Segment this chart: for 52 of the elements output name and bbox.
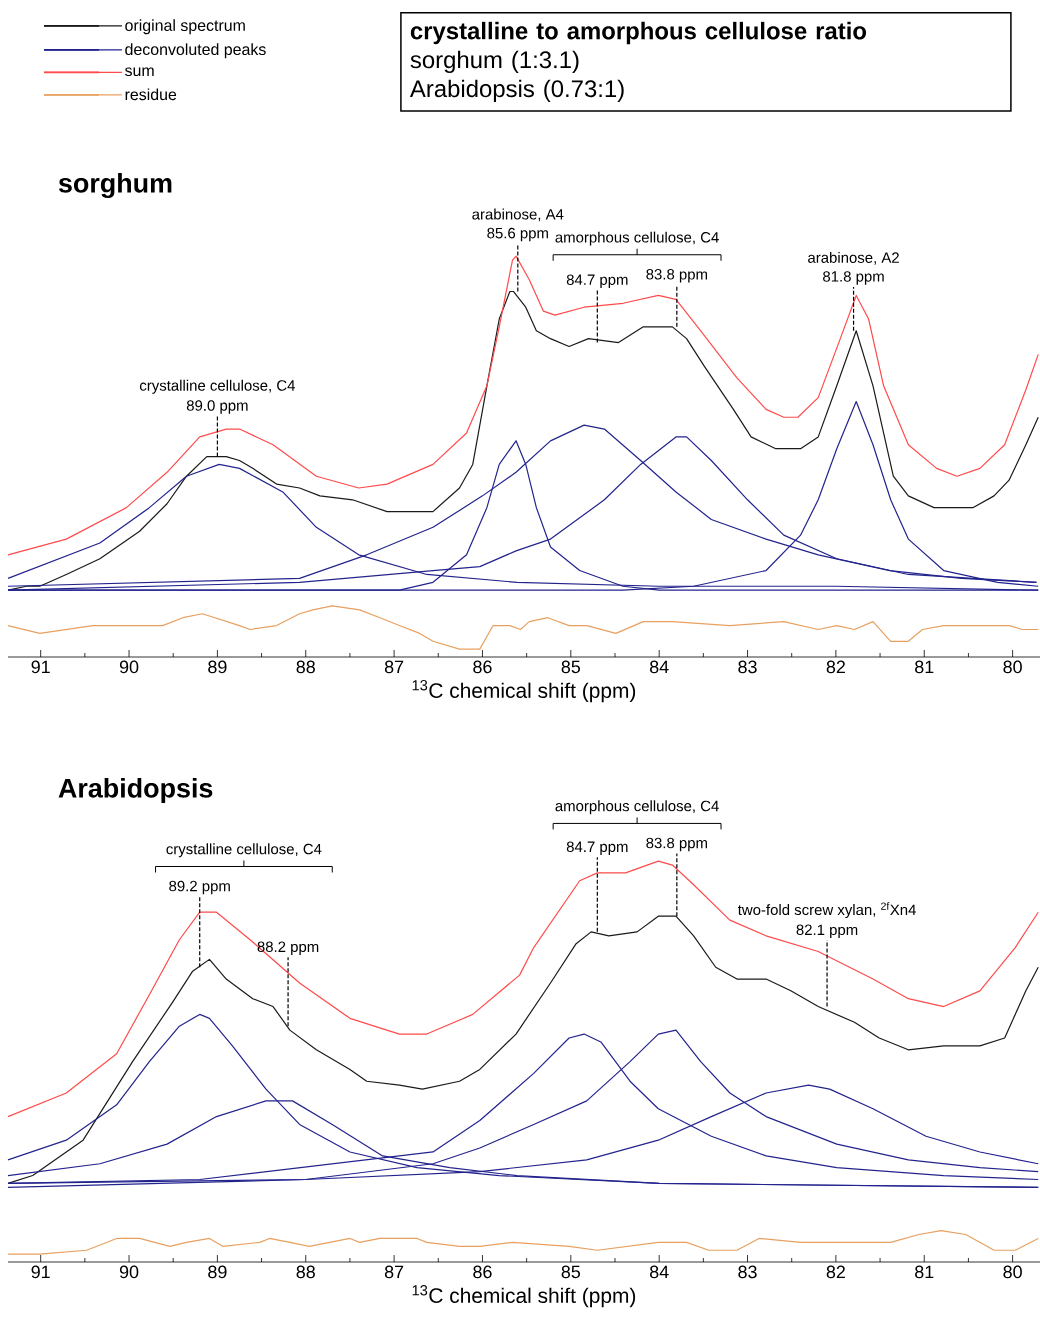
text: crystalline cellulose, C4 xyxy=(166,843,322,858)
x-tick-label: 85 xyxy=(561,1265,581,1279)
x-tick-label: 91 xyxy=(31,660,50,674)
legend-label: residue xyxy=(125,88,177,101)
text: arabinose, A4 xyxy=(472,208,564,222)
chart-title: Arabidopsis xyxy=(58,777,213,804)
annotation: 88.2 ppm xyxy=(257,941,319,955)
annotation: 84.7 ppm xyxy=(566,841,628,855)
legend-label: sum xyxy=(125,67,154,77)
annotation: 83.8 ppm xyxy=(646,837,707,852)
x-tick-label: 80 xyxy=(1003,1265,1022,1279)
x-tick-label: 84 xyxy=(649,660,669,674)
text: sorghum (1:3.1) xyxy=(410,50,579,74)
x-axis-title: $^{13}$C chemical shift (ppm) xyxy=(412,1285,636,1308)
chart-title: sorghum xyxy=(58,172,172,199)
text: Arabidopsis (0.73:1) xyxy=(409,79,624,102)
x-tick-label: 88 xyxy=(296,1265,315,1279)
text: amorphous cellulose, C4 xyxy=(555,231,719,246)
annotation: 85.6 ppm xyxy=(487,227,548,242)
annotation: 84.7 ppm xyxy=(566,274,628,288)
x-tick-label: 87 xyxy=(384,1265,404,1279)
x-tick-label: 82 xyxy=(826,660,845,674)
x-tick-label: 90 xyxy=(119,1265,139,1279)
annotation: 81.8 ppm xyxy=(823,271,884,285)
text: crystalline to amorphous cellulose ratio xyxy=(410,21,867,45)
x-tick-label: 91 xyxy=(31,1265,50,1279)
x-tick-label: 85 xyxy=(561,660,581,674)
x-tick-label: 80 xyxy=(1003,660,1022,674)
annotation: arabinose, A2 xyxy=(808,251,899,265)
annotation: 89.2 ppm xyxy=(169,880,230,895)
x-tick-label: 81 xyxy=(915,1265,934,1279)
x-tick-label: 83 xyxy=(738,1265,757,1279)
x-tick-label: 84 xyxy=(649,1265,669,1279)
x-tick-label: 83 xyxy=(738,660,757,674)
x-tick-label: 89 xyxy=(208,1265,227,1279)
annotation: 82.1 ppm xyxy=(796,924,858,939)
x-tick-label: 88 xyxy=(296,660,315,674)
x-tick-label: 87 xyxy=(384,660,404,674)
x-tick-label: 86 xyxy=(473,1265,492,1279)
x-tick-label: 89 xyxy=(208,660,227,674)
legend-label: deconvoluted peaks xyxy=(125,43,266,59)
x-tick-label: 86 xyxy=(473,660,492,674)
annotation: crystalline cellulose, C4 xyxy=(139,379,295,394)
x-tick-label: 82 xyxy=(826,1265,845,1279)
x-tick-label: 90 xyxy=(119,660,139,674)
x-axis-title: $^{13}$C chemical shift (ppm) xyxy=(412,680,636,703)
annotation: two-fold screw xylan, $^{2f}$Xn4 xyxy=(737,902,916,919)
x-tick-label: 81 xyxy=(915,660,934,674)
legend-label: original spectrum xyxy=(125,19,245,35)
annotation: 83.8 ppm xyxy=(646,269,707,283)
text: amorphous cellulose, C4 xyxy=(555,800,719,815)
annotation: 89.0 ppm xyxy=(186,400,248,414)
